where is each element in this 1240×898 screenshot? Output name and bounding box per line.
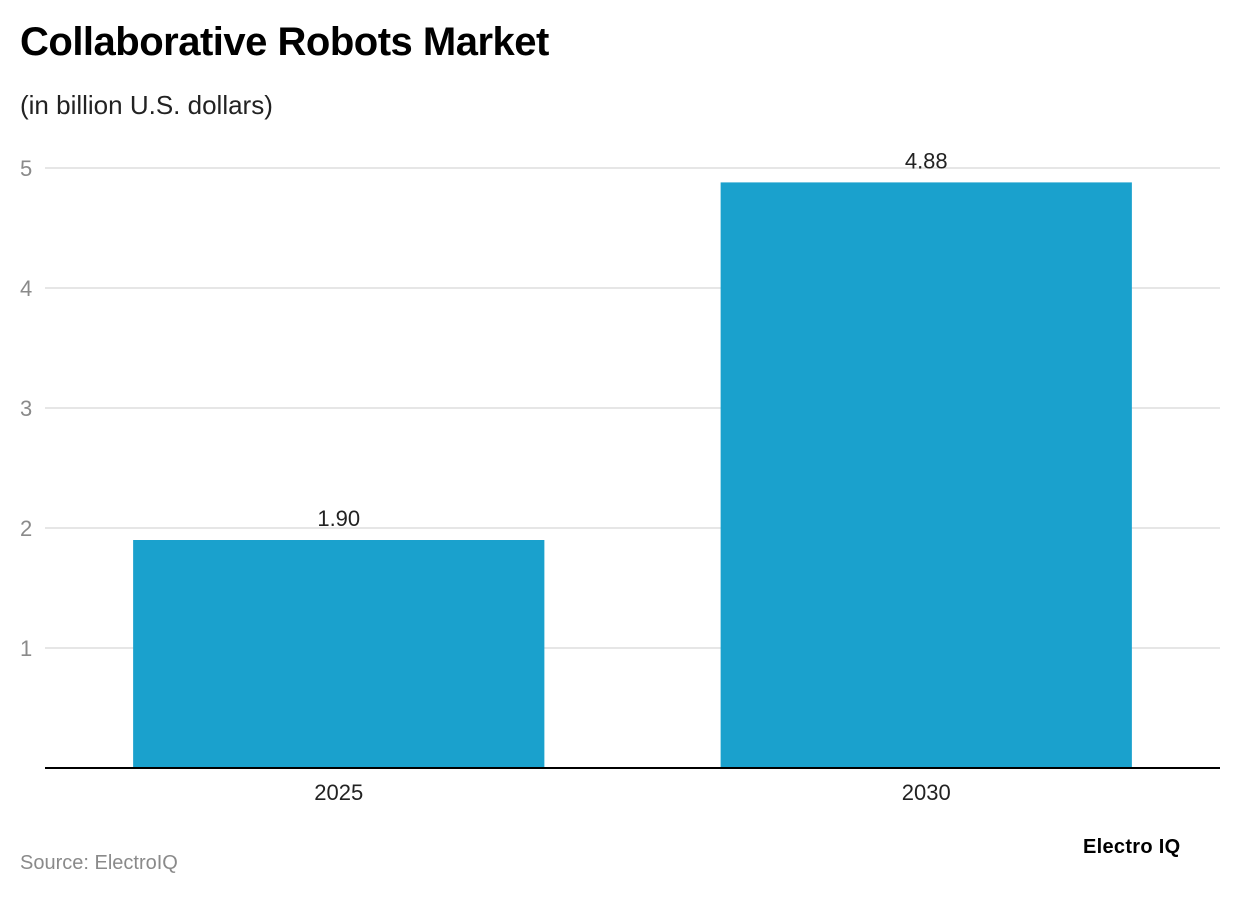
x-tick-label: 2030 — [902, 780, 951, 805]
data-label: 1.90 — [317, 506, 360, 531]
x-tick-label: 2025 — [314, 780, 363, 805]
chart-title: Collaborative Robots Market — [20, 20, 549, 64]
bar — [720, 182, 1132, 768]
brand-logo: Electro IQ — [1083, 836, 1181, 858]
y-tick-label: 1 — [20, 636, 32, 661]
data-label: 4.88 — [905, 148, 948, 173]
bar — [133, 540, 545, 768]
y-tick-label: 2 — [20, 516, 32, 541]
y-tick-label: 3 — [20, 396, 32, 421]
y-tick-label: 5 — [20, 156, 32, 181]
chart-subtitle: (in billion U.S. dollars) — [20, 90, 273, 120]
source-note: Source: ElectroIQ — [20, 852, 178, 874]
y-tick-label: 4 — [20, 276, 32, 301]
